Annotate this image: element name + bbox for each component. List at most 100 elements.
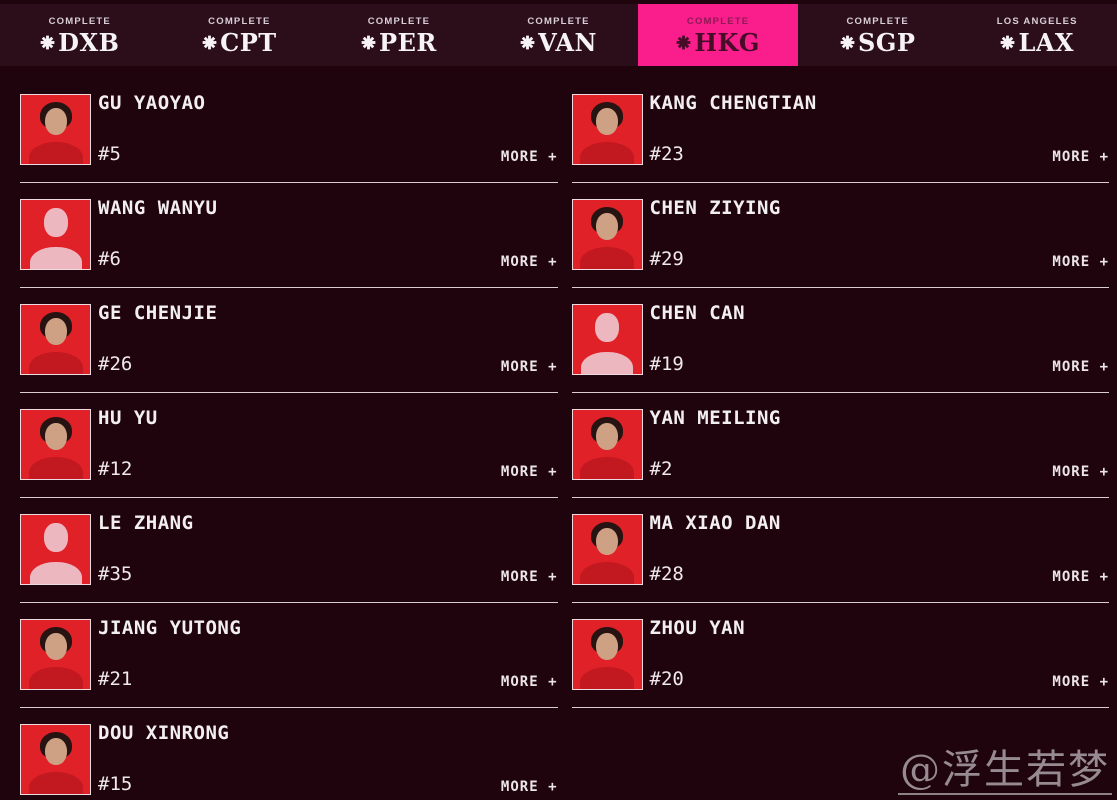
player-row: JIANG YUTONG #21 MORE + [20,603,558,708]
player-number: #6 [98,248,121,270]
player-row: MA XIAO DAN #28 MORE + [571,498,1110,603]
player-info: KANG CHENGTIAN #23 MORE + [643,92,1110,166]
tab-status-label: COMPLETE [367,15,431,27]
tab-cpt[interactable]: COMPLETE CPT [160,4,320,66]
tab-city-code-text: VAN [538,27,597,57]
player-photo [20,723,91,795]
more-button[interactable]: MORE + [1052,464,1109,480]
player-number: #12 [98,458,133,480]
tab-sgp[interactable]: COMPLETE SGP [798,4,958,66]
tab-city-code: LAX [1000,27,1075,57]
tab-dxb[interactable]: COMPLETE DXB [0,4,160,66]
tab-status-label: COMPLETE [208,15,271,27]
player-row: DOU XINRONG #15 MORE + [20,708,558,800]
tab-city-code: HKG [676,30,760,55]
avatar-shirt [580,456,634,479]
player-bottom-line: #15 MORE + [98,773,558,795]
tab-per[interactable]: COMPLETE PER [319,4,479,66]
more-button[interactable]: MORE + [1052,359,1109,375]
player-info: LE ZHANG #35 MORE + [91,512,558,586]
avatar-shirt [580,141,634,164]
more-button[interactable]: MORE + [1052,149,1109,165]
player-info: ZHOU YAN #20 MORE + [643,617,1110,691]
player-bottom-line: #12 MORE + [98,458,558,480]
player-photo [20,618,91,690]
avatar-face [596,527,618,555]
player-name: JIANG YUTONG [98,617,242,639]
player-photo [571,618,643,690]
tab-city-code: DXB [40,30,119,55]
player-number: #5 [98,143,121,165]
player-photo-placeholder [20,513,91,585]
tab-hkg[interactable]: COMPLETE HKG [638,4,798,66]
player-row: WANG WANYU #6 MORE + [20,183,558,288]
player-row: CHEN ZIYING #29 MORE + [571,183,1110,288]
avatar-shirt [580,666,634,689]
placeholder-avatar-icon [43,207,68,237]
more-button[interactable]: MORE + [1052,254,1109,270]
player-number: #2 [649,458,673,480]
player-info: CHEN ZIYING #29 MORE + [643,197,1110,271]
player-photo-placeholder [571,303,643,375]
player-roster: GU YAOYAO #5 MORE + WANG WANYU #6 MORE + [0,66,1117,800]
player-number: #35 [98,563,133,585]
player-photo [571,408,643,480]
player-bottom-line: #2 MORE + [649,458,1110,480]
avatar-shirt [580,246,634,269]
placeholder-avatar-body [29,246,82,269]
more-button[interactable]: MORE + [500,779,558,795]
tab-van[interactable]: COMPLETE VAN [479,4,639,66]
player-name: GE CHENJIE [98,302,218,324]
player-photo [571,93,643,165]
player-bottom-line: #6 MORE + [98,248,558,270]
svns-logo-icon [840,35,855,50]
player-bottom-line: #26 MORE + [98,353,558,375]
player-name: GU YAOYAO [98,92,206,114]
player-bottom-line: #20 MORE + [650,670,1110,690]
player-photo [571,513,643,585]
player-number: #29 [649,248,684,270]
avatar-shirt [580,561,634,584]
tab-city-code: PER [361,27,437,57]
player-bottom-line: #21 MORE + [98,670,558,690]
player-name: WANG WANYU [98,197,218,219]
more-button[interactable]: MORE + [500,254,558,270]
player-info: MA XIAO DAN #28 MORE + [643,512,1110,586]
tab-city-code: SGP [840,30,915,55]
tab-city-code: VAN [520,27,597,57]
svns-logo-icon [202,35,217,50]
player-number: #15 [98,773,133,795]
player-row: YAN MEILING #2 MORE + [571,393,1110,498]
more-button[interactable]: MORE + [500,149,558,165]
event-tabbar: COMPLETE DXB COMPLETE CPT COMPLETE PER C… [0,4,1117,66]
more-button[interactable]: MORE + [1052,674,1109,690]
more-button[interactable]: MORE + [1052,569,1109,585]
player-photo [571,198,643,270]
player-bottom-line: #35 MORE + [98,563,558,585]
tab-city-code-text: LAX [1018,27,1075,57]
more-button[interactable]: MORE + [500,464,558,480]
player-row: HU YU #12 MORE + [20,393,558,498]
player-info: CHEN CAN #19 MORE + [643,302,1110,376]
player-name: LE ZHANG [98,512,194,534]
more-button[interactable]: MORE + [500,359,558,375]
tab-city-code-text: CPT [220,27,277,57]
avatar-shirt [28,771,83,794]
more-button[interactable]: MORE + [500,569,558,585]
player-bottom-line: #5 MORE + [98,143,558,165]
player-photo-placeholder [20,198,91,270]
player-name: HU YU [98,407,158,429]
tab-status-label: LOS ANGELES [996,15,1078,27]
tab-lax[interactable]: LOS ANGELES LAX [957,4,1117,66]
tab-city-code-text: PER [379,27,437,57]
player-photo [20,408,91,480]
player-name: DOU XINRONG [98,722,230,744]
player-number: #26 [98,353,133,375]
svns-logo-icon [676,35,691,50]
player-info: JIANG YUTONG #21 MORE + [91,617,558,691]
player-info: HU YU #12 MORE + [91,407,558,481]
player-name: CHEN ZIYING [649,197,781,219]
more-button[interactable]: MORE + [500,674,558,690]
player-row: LE ZHANG #35 MORE + [20,498,558,603]
